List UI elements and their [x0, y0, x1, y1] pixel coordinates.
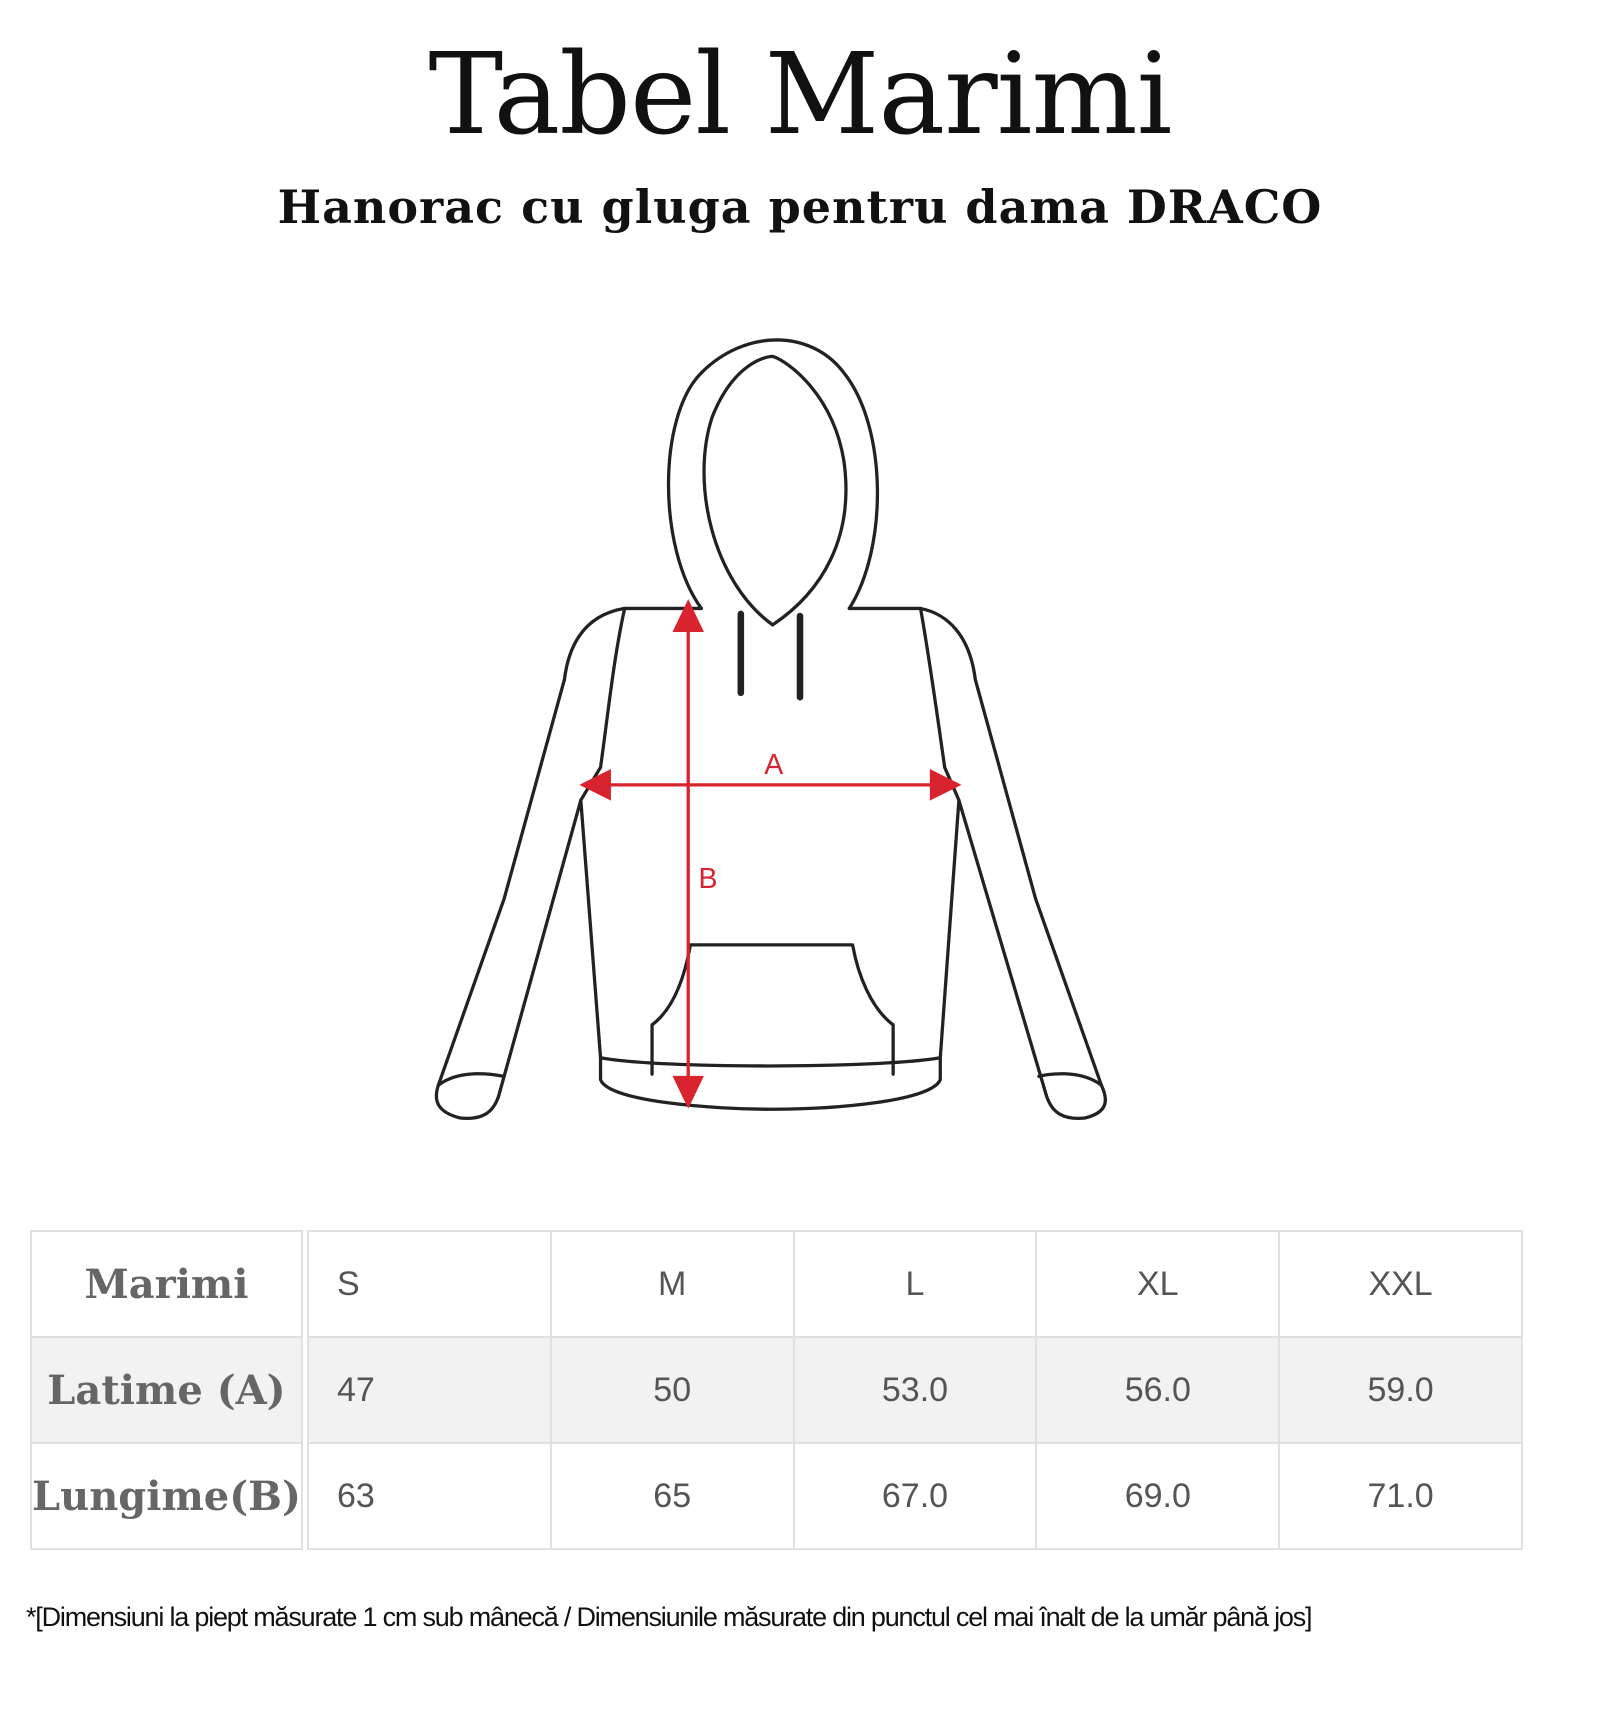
- table-row: 63 65 67.0 69.0 71.0: [307, 1442, 1523, 1550]
- length-cell: 65: [549, 1442, 795, 1550]
- hoodie-body: [434, 606, 1107, 1121]
- product-subtitle: Hanorac cu gluga pentru dama DRACO: [277, 180, 1323, 234]
- size-header: S: [307, 1230, 552, 1338]
- measure-b-label: B: [698, 863, 717, 895]
- size-header: M: [549, 1230, 795, 1338]
- row-label-width: Latime (A): [30, 1336, 303, 1444]
- length-cell: 71.0: [1278, 1442, 1523, 1550]
- measure-b-arrow-top: [672, 599, 704, 632]
- page-title: Tabel Marimi: [428, 30, 1172, 160]
- kangaroo-pocket: [650, 943, 895, 1076]
- size-table-labels: Marimi Latime (A) Lungime(B): [30, 1230, 303, 1550]
- measure-b-arrow-bottom: [672, 1075, 704, 1109]
- size-header: L: [792, 1230, 1038, 1338]
- row-label-sizes: Marimi: [30, 1230, 303, 1338]
- hood-inner: [702, 354, 848, 627]
- width-cell: 53.0: [792, 1336, 1038, 1444]
- size-table: S M L XL XXL 47 50 53.0 56.0 59.0 63 65 …: [307, 1230, 1523, 1550]
- measure-a-arrow-right: [929, 769, 962, 801]
- length-cell: 67.0: [792, 1442, 1038, 1550]
- measure-a-arrow-left: [579, 769, 611, 801]
- width-cell: 59.0: [1278, 1336, 1523, 1444]
- hood-outer: [666, 338, 880, 611]
- width-cell: 56.0: [1035, 1336, 1281, 1444]
- size-header: XXL: [1278, 1230, 1523, 1338]
- width-cell: 47: [307, 1336, 552, 1444]
- table-row: S M L XL XXL: [307, 1230, 1523, 1338]
- length-cell: 63: [307, 1442, 552, 1550]
- width-cell: 50: [549, 1336, 795, 1444]
- measurement-footnote: *[Dimensiuni la piept măsurate 1 cm sub …: [26, 1602, 1313, 1632]
- table-row: 47 50 53.0 56.0 59.0: [307, 1336, 1523, 1444]
- size-header: XL: [1035, 1230, 1281, 1338]
- measure-a-label: A: [764, 749, 783, 781]
- row-label-length: Lungime(B): [30, 1442, 303, 1550]
- length-cell: 69.0: [1035, 1442, 1281, 1550]
